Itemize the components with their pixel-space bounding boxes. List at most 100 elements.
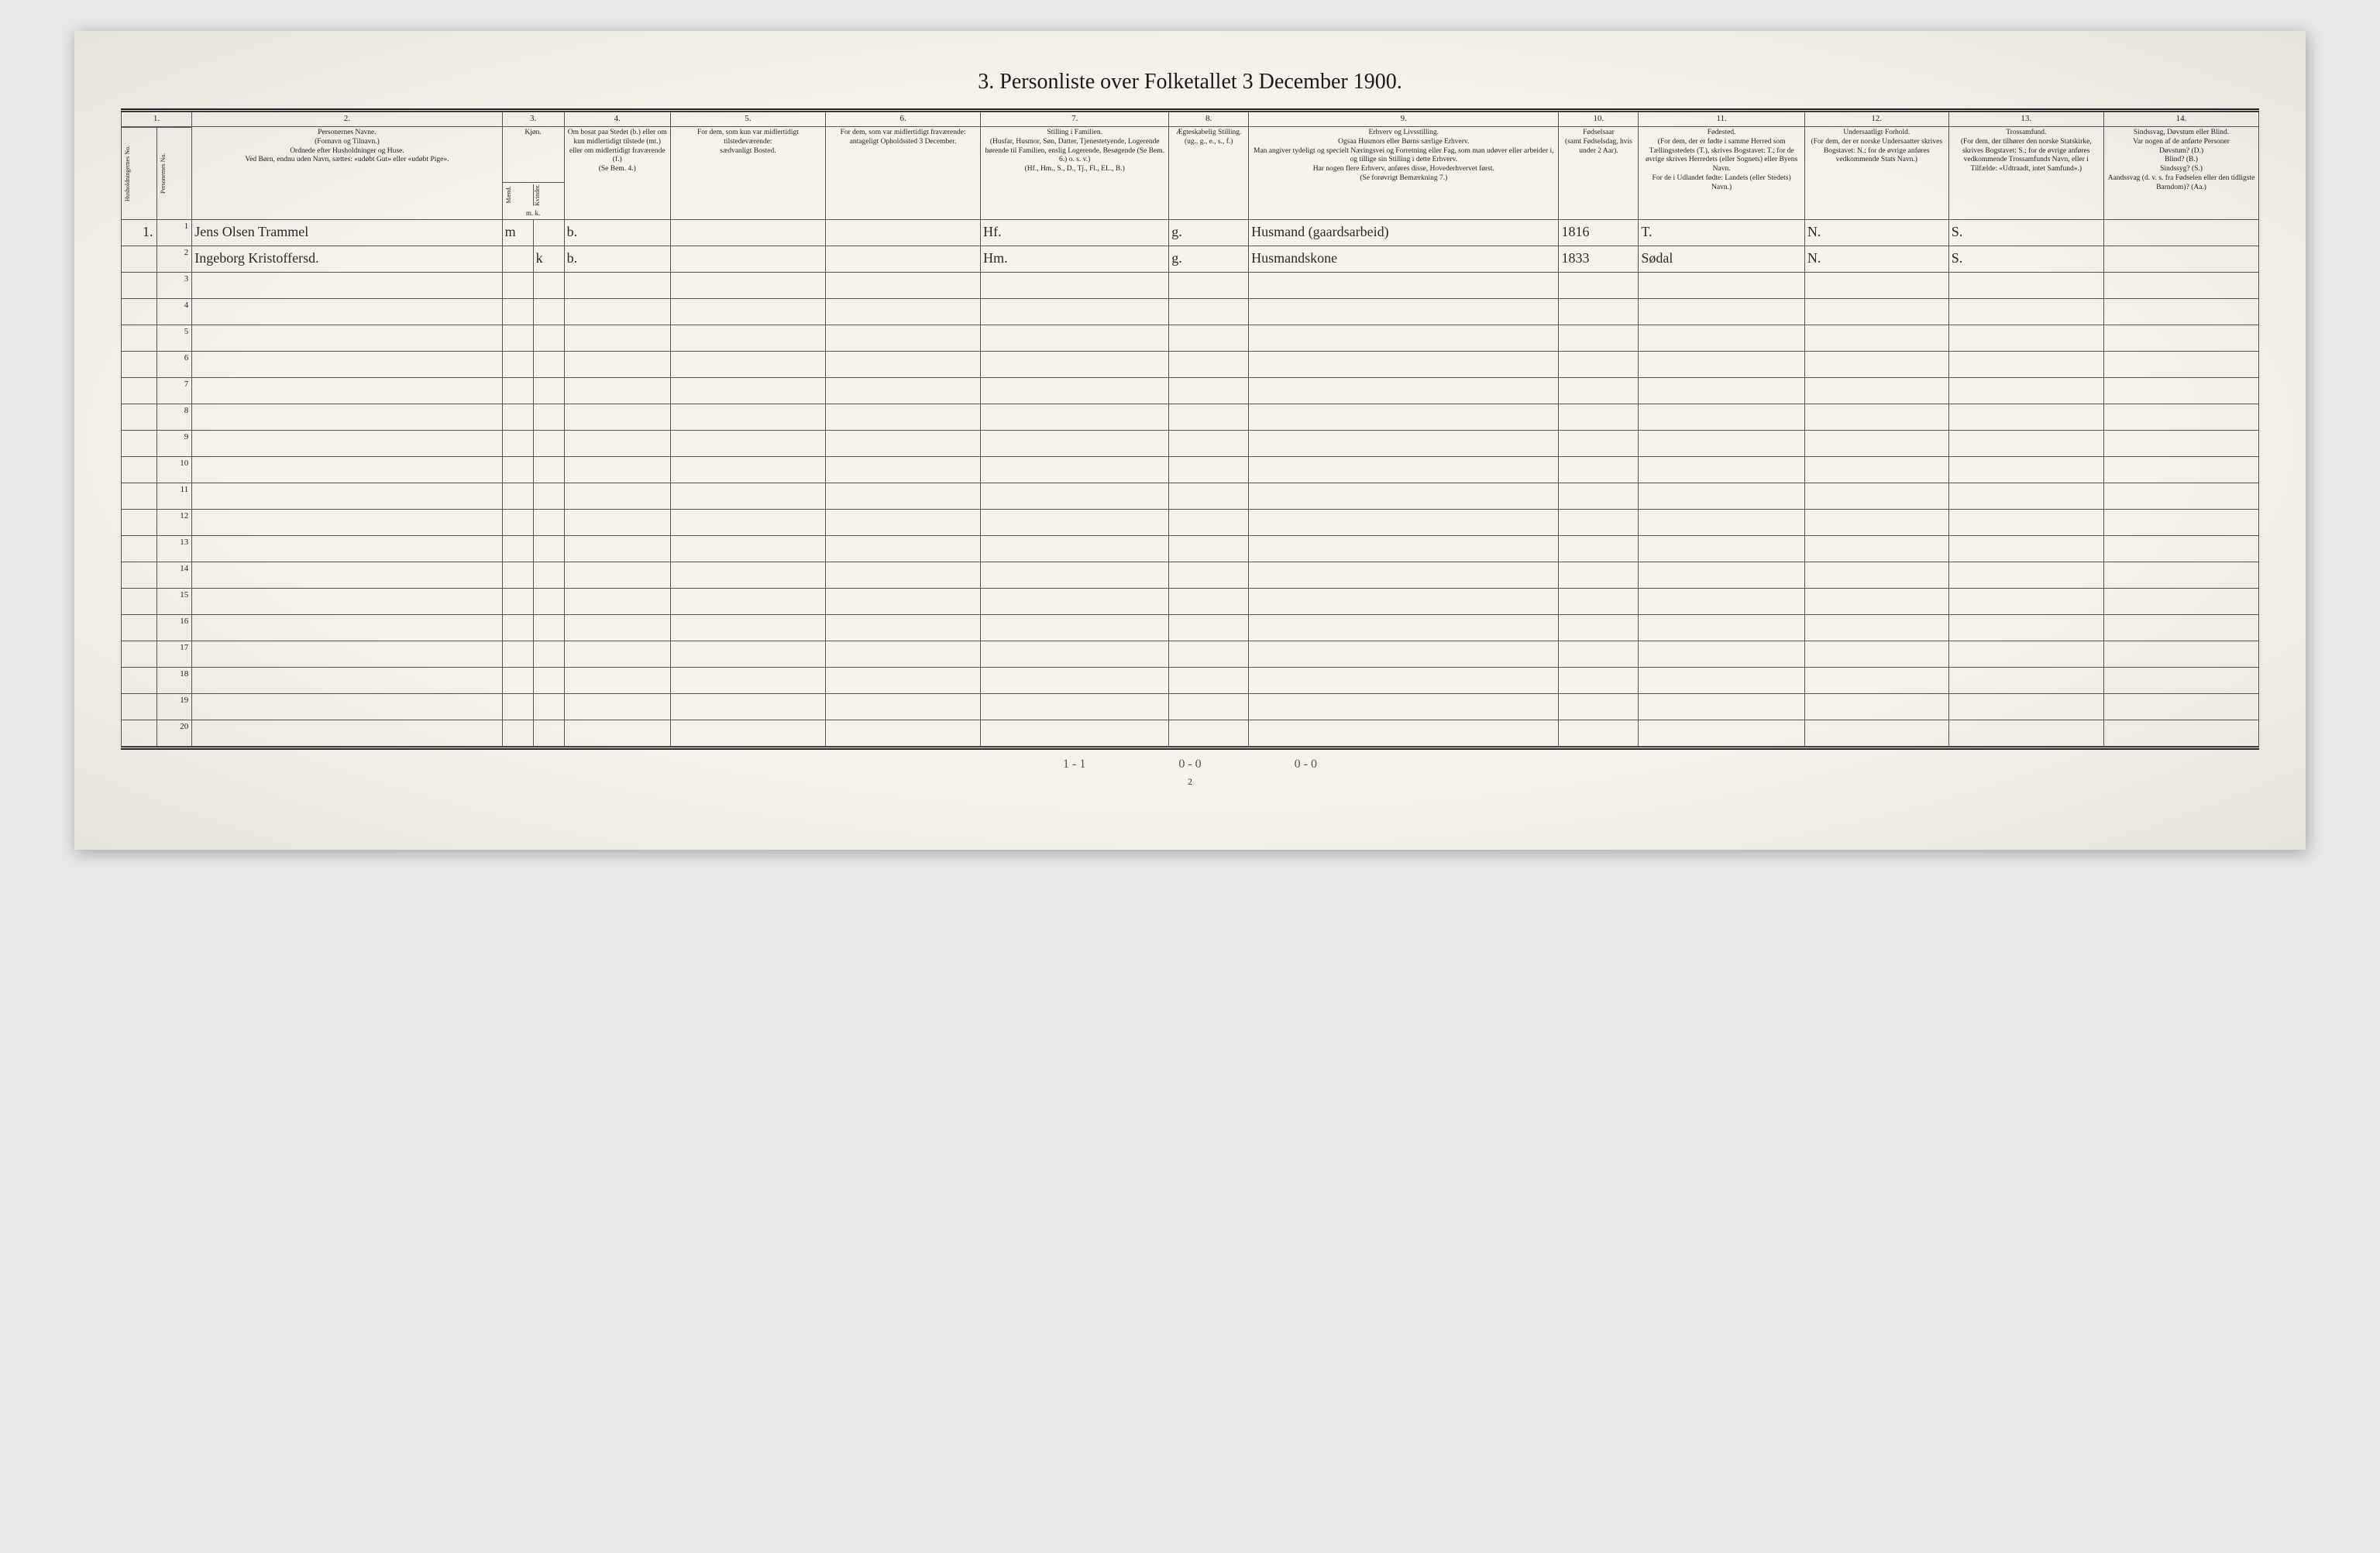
cell bbox=[533, 720, 564, 746]
cell bbox=[1804, 720, 1948, 746]
table-row: 19 bbox=[121, 693, 2258, 720]
cell: Husmand (gaardsarbeid) bbox=[1249, 219, 1559, 246]
cell bbox=[1169, 588, 1249, 614]
cell bbox=[1169, 404, 1249, 430]
cell bbox=[826, 325, 981, 351]
header-absent-place: For dem, som var midlertidigt fraværende… bbox=[826, 126, 981, 219]
cell bbox=[564, 614, 670, 641]
cell bbox=[1169, 641, 1249, 667]
table-row: 8 bbox=[121, 404, 2258, 430]
cell bbox=[2103, 509, 2258, 535]
cell: g. bbox=[1169, 246, 1249, 272]
cell bbox=[670, 509, 825, 535]
cell: 20 bbox=[156, 720, 192, 746]
cell bbox=[192, 298, 502, 325]
cell bbox=[1559, 720, 1639, 746]
cell: 11 bbox=[156, 483, 192, 509]
cell bbox=[1249, 272, 1559, 298]
cell bbox=[502, 588, 533, 614]
cell bbox=[1948, 693, 2103, 720]
cell: 15 bbox=[156, 588, 192, 614]
cell bbox=[564, 693, 670, 720]
cell bbox=[2103, 404, 2258, 430]
cell bbox=[1804, 430, 1948, 456]
cell bbox=[826, 641, 981, 667]
cell bbox=[533, 430, 564, 456]
cell: 3 bbox=[156, 272, 192, 298]
cell bbox=[1249, 667, 1559, 693]
cell bbox=[670, 404, 825, 430]
cell bbox=[1948, 562, 2103, 588]
cell bbox=[2103, 246, 2258, 272]
cell bbox=[121, 325, 156, 351]
cell bbox=[2103, 588, 2258, 614]
cell bbox=[1948, 430, 2103, 456]
cell bbox=[121, 641, 156, 667]
cell bbox=[533, 377, 564, 404]
cell bbox=[564, 641, 670, 667]
cell bbox=[533, 325, 564, 351]
cell bbox=[981, 562, 1169, 588]
cell bbox=[1639, 614, 1804, 641]
cell bbox=[1639, 588, 1804, 614]
header-religion: Trossamfund. (For dem, der tilhører den … bbox=[1948, 126, 2103, 219]
cell bbox=[1639, 667, 1804, 693]
cell bbox=[826, 404, 981, 430]
cell: N. bbox=[1804, 246, 1948, 272]
cell: 5 bbox=[156, 325, 192, 351]
cell bbox=[2103, 456, 2258, 483]
cell bbox=[121, 562, 156, 588]
cell bbox=[192, 535, 502, 562]
cell bbox=[981, 325, 1169, 351]
cell bbox=[826, 246, 981, 272]
cell bbox=[192, 614, 502, 641]
cell bbox=[192, 483, 502, 509]
cell bbox=[1559, 272, 1639, 298]
cell bbox=[2103, 535, 2258, 562]
cell bbox=[1948, 377, 2103, 404]
census-document: 3. Personliste over Folketallet 3 Decemb… bbox=[74, 31, 2306, 850]
cell bbox=[1559, 351, 1639, 377]
cell bbox=[1169, 483, 1249, 509]
cell bbox=[670, 377, 825, 404]
cell bbox=[1639, 509, 1804, 535]
colnum-3: 3. bbox=[502, 112, 564, 127]
cell bbox=[826, 588, 981, 614]
cell bbox=[564, 509, 670, 535]
cell bbox=[502, 456, 533, 483]
cell: 16 bbox=[156, 614, 192, 641]
cell bbox=[121, 483, 156, 509]
cell bbox=[1639, 693, 1804, 720]
cell bbox=[1249, 509, 1559, 535]
cell bbox=[533, 562, 564, 588]
cell bbox=[1559, 325, 1639, 351]
cell bbox=[1169, 351, 1249, 377]
cell bbox=[564, 430, 670, 456]
cell bbox=[981, 641, 1169, 667]
cell bbox=[2103, 720, 2258, 746]
cell bbox=[533, 404, 564, 430]
cell bbox=[192, 693, 502, 720]
cell bbox=[564, 720, 670, 746]
cell: 1833 bbox=[1559, 246, 1639, 272]
cell bbox=[1948, 641, 2103, 667]
cell bbox=[1948, 272, 2103, 298]
cell bbox=[826, 535, 981, 562]
cell bbox=[502, 720, 533, 746]
cell bbox=[1559, 693, 1639, 720]
cell bbox=[1559, 667, 1639, 693]
cell bbox=[1948, 509, 2103, 535]
cell bbox=[1169, 667, 1249, 693]
footer-note-2: 0 - 0 bbox=[1178, 758, 1201, 771]
cell bbox=[121, 588, 156, 614]
cell bbox=[1948, 667, 2103, 693]
table-row: 2Ingeborg Kristoffersd.kb.Hm.g.Husmandsk… bbox=[121, 246, 2258, 272]
cell bbox=[564, 535, 670, 562]
cell bbox=[1948, 298, 2103, 325]
cell bbox=[1249, 404, 1559, 430]
cell bbox=[826, 456, 981, 483]
cell bbox=[502, 351, 533, 377]
cell: b. bbox=[564, 246, 670, 272]
cell bbox=[121, 377, 156, 404]
cell bbox=[670, 325, 825, 351]
